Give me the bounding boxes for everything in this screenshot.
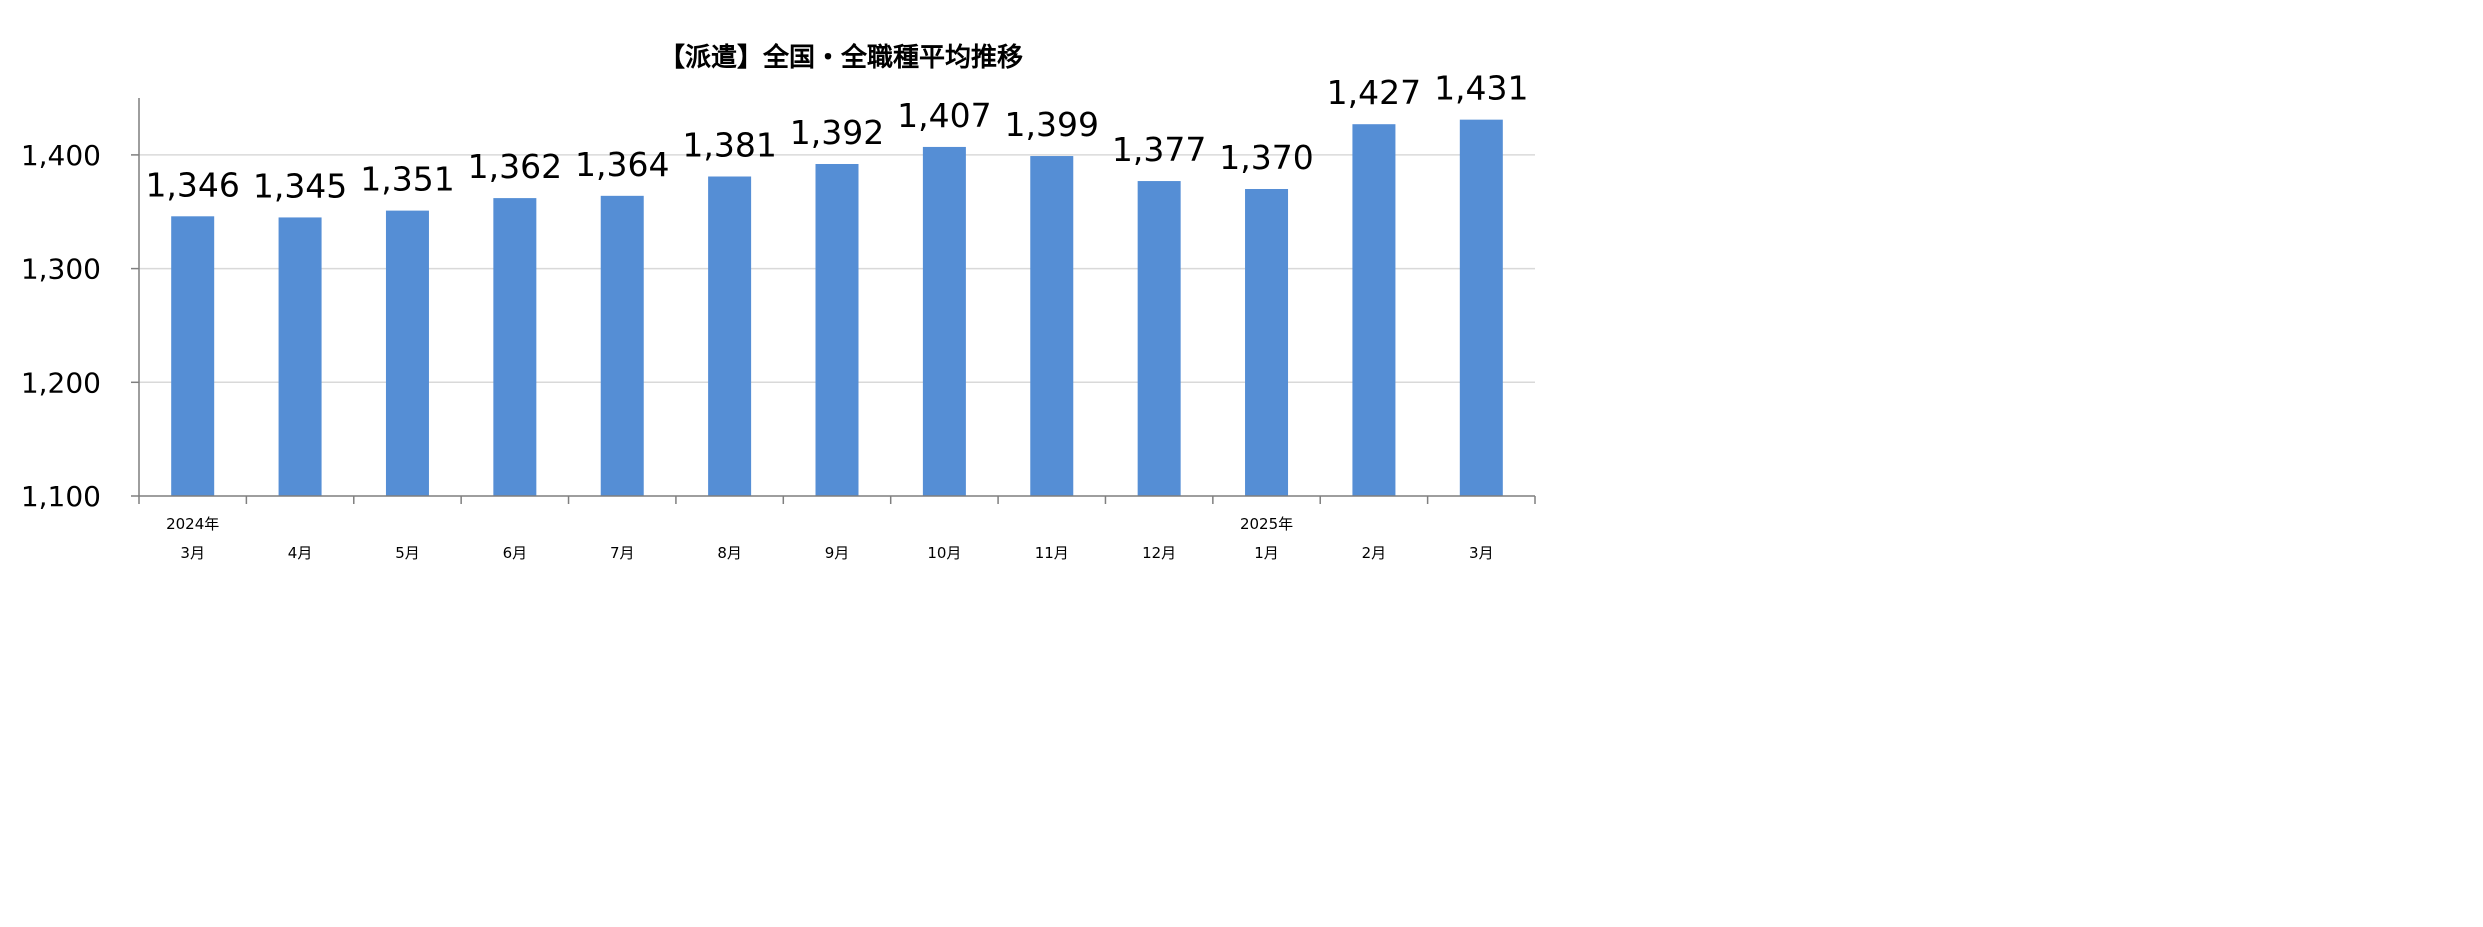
bar — [922, 146, 966, 497]
bar — [1030, 156, 1074, 497]
axes — [131, 98, 1536, 504]
x-tick-label: 12月 — [1142, 544, 1176, 562]
data-label: 1,392 — [790, 113, 884, 152]
x-tick-label: 6月 — [503, 544, 528, 562]
y-tick-label: 1,400 — [21, 139, 101, 172]
x-tick-label: 9月 — [825, 544, 850, 562]
x-axis-tick-labels: 2024年 3月 4月 5月 6月 7月 8月 9月 10月 11月 12月 2025年 1月 2月 3月 — [166, 515, 1493, 562]
bar — [600, 195, 644, 496]
data-label: 1,345 — [253, 166, 347, 205]
x-tick-label: 3月 — [1469, 544, 1494, 562]
data-label: 1,370 — [1219, 138, 1313, 177]
x-tick-label: 5月 — [395, 544, 420, 562]
bar — [1137, 181, 1181, 496]
bars — [171, 119, 1503, 497]
bar — [1352, 124, 1396, 497]
x-tick-label: 1月 — [1254, 544, 1279, 562]
data-label: 1,377 — [1112, 130, 1206, 169]
data-label: 1,399 — [1005, 105, 1099, 144]
bar-chart: 【派遣】全国・全職種平均推移 1,100 1,200 1,300 1,400 1,34… — [21, 42, 1536, 562]
data-label: 1,381 — [682, 126, 776, 165]
data-labels: 1,346 1,345 1,351 1,362 1,364 1,381 1,392 1,407… — [145, 69, 1528, 206]
bar — [278, 217, 322, 496]
data-label: 1,351 — [360, 160, 454, 199]
data-label: 1,346 — [145, 165, 239, 204]
data-label: 1,364 — [575, 145, 669, 184]
x-tick-label: 10月 — [927, 544, 961, 562]
x-tick-label: 2月 — [1362, 544, 1387, 562]
y-tick-label: 1,300 — [21, 253, 101, 286]
chart-title: 【派遣】全国・全職種平均推移 — [659, 42, 1023, 73]
x-year-label: 2024年 — [166, 515, 219, 533]
bar — [385, 210, 429, 496]
x-tick-label: 3月 — [180, 544, 205, 562]
y-axis-tick-labels: 1,100 1,200 1,300 1,400 — [21, 139, 101, 513]
data-label: 1,407 — [897, 96, 991, 135]
bar — [1245, 189, 1289, 496]
x-tick-label: 11月 — [1035, 544, 1069, 562]
data-label: 1,431 — [1434, 69, 1528, 108]
x-tick-label: 8月 — [717, 544, 742, 562]
y-tick-label: 1,200 — [21, 366, 101, 399]
bar — [1459, 119, 1503, 496]
bar — [493, 198, 537, 496]
y-tick-label: 1,100 — [21, 480, 101, 513]
bar — [815, 163, 859, 496]
bar — [171, 216, 215, 496]
data-label: 1,362 — [468, 147, 562, 186]
x-year-label: 2025年 — [1240, 515, 1293, 533]
data-label: 1,427 — [1327, 73, 1421, 112]
x-tick-label: 4月 — [288, 544, 313, 562]
bar — [708, 176, 752, 497]
x-tick-label: 7月 — [610, 544, 635, 562]
